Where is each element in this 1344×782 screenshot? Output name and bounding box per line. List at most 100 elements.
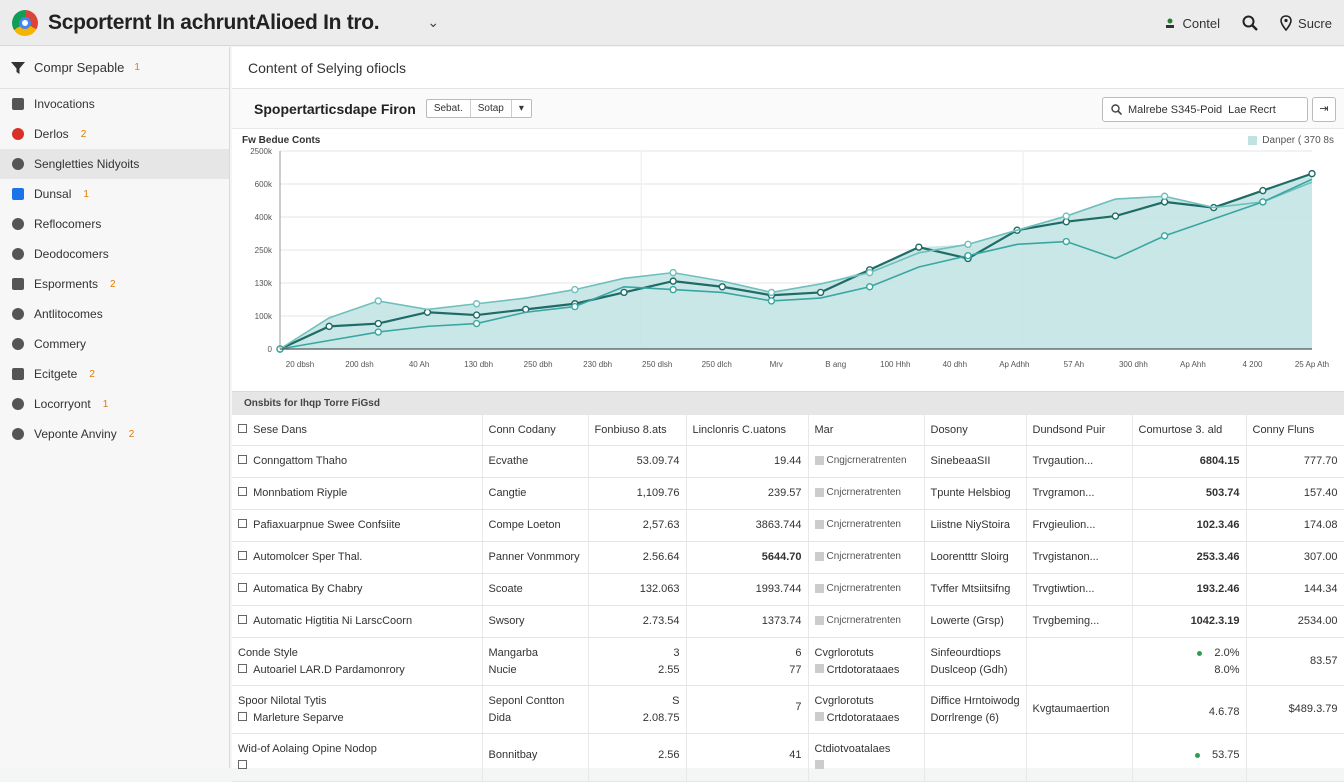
table-row[interactable]: Conngattom Thaho Ecvathe 53.09.74 19.44 Cngj… (232, 445, 1344, 478)
row-checkbox[interactable] (238, 519, 247, 528)
row-checkbox[interactable] (238, 583, 247, 592)
row-checkbox[interactable] (238, 615, 247, 624)
row-checkbox[interactable] (238, 455, 247, 464)
sidebar-item[interactable]: Derlos 2 (0, 119, 229, 149)
cell-v1: 53.09.74 (588, 445, 687, 478)
sidebar-header[interactable]: Compr Sepable 1 (0, 47, 229, 89)
sidebar-item[interactable]: Dunsal 1 (0, 179, 229, 209)
cell-text: Crtdotorataaes (826, 663, 900, 676)
row-checkbox[interactable] (238, 487, 247, 496)
cell-text: Spoor Nilotal Tytis (238, 694, 327, 707)
table-row[interactable]: Automatic Higtitia Ni LarscCoorn Swsory 2.… (232, 605, 1344, 638)
segment-select[interactable]: Sebat. (427, 100, 471, 117)
cell-line: Cvgrlorotuts (815, 647, 918, 659)
sidebar-item[interactable]: Antlitocomes (0, 299, 229, 329)
chevron-down-icon[interactable]: ⌄ (427, 14, 440, 30)
line-chart: Fw Bedue Conts Danper ( 370 8s 2500k 600k… (232, 129, 1344, 391)
select-all-checkbox[interactable] (238, 423, 247, 433)
chip[interactable]: Cnjcrneratrenten (814, 519, 901, 530)
sidebar-item[interactable]: Locorryont 1 (0, 389, 229, 419)
sidebar-item[interactable]: Veponte Anviny 2 (0, 419, 229, 449)
chip[interactable]: Cnjcrneratrenten (814, 551, 901, 562)
col-header-status[interactable]: Dundsond Puir (1026, 415, 1133, 446)
col-header-mar[interactable]: Mar (808, 415, 925, 446)
row-checkbox[interactable] (238, 663, 247, 673)
cell-line: Seponl Contton (489, 695, 582, 707)
chip[interactable]: Cnjcrneratrenten (814, 487, 901, 498)
row-checkbox[interactable] (238, 551, 247, 560)
col-header-value2[interactable]: Linclonris C.uatons (686, 415, 809, 446)
chip[interactable]: Cnjcrneratrenten (814, 615, 901, 626)
table-row[interactable]: Wid-of Aolaing Opine Nodop Bonnitbay 2.56… (232, 733, 1344, 782)
cell-stacked: Wid-of Aolaing Opine Nodop (232, 733, 483, 782)
cell-v3: 193.2.46 (1132, 573, 1247, 606)
cell-stack: 3 2.55 (595, 647, 679, 676)
col-header-value1[interactable]: Fonbiuso 8.ats (588, 415, 687, 446)
cell-line: Marleture Separve (238, 711, 476, 724)
cell-desc: Tpunte Helsbiog (924, 477, 1027, 510)
sidebar-item-label: Commery (34, 337, 87, 351)
cell-stack: Spoor Nilotal Tytis Marleture Separve (238, 695, 476, 724)
col-header-value4[interactable]: Conny Fluns (1246, 415, 1344, 446)
cell-text: Sinfeourdtiops (930, 646, 1001, 659)
cell-v3: 6804.15 (1132, 445, 1247, 478)
table-row[interactable]: Conde Style Autoariel LAR.D Pardamonrory… (232, 637, 1344, 686)
cell-name: Automolcer Sper Thal. (232, 541, 483, 574)
cell-line: Cvgrlorotuts (815, 695, 918, 707)
x-tick-label: Mrv (770, 360, 783, 369)
col-label: Sese Dans (253, 423, 307, 436)
cell-line: Nucie (489, 664, 582, 676)
y-tick-label: 250k (255, 246, 273, 255)
cell-line: 3 (595, 647, 679, 659)
chip[interactable]: Cnjcrneratrenten (814, 583, 901, 594)
sidebar-item-label: Invocations (34, 97, 95, 111)
chip-swatch (814, 551, 824, 561)
cell-name: Monnbatiom Riyple (232, 477, 483, 510)
cell-status: Trvgaution... (1026, 445, 1133, 478)
sidebar-item[interactable]: Esporments 2 (0, 269, 229, 299)
cell-line: Wid-of Aolaing Opine Nodop (238, 743, 476, 755)
col-header-category[interactable]: Conn Codany (482, 415, 589, 446)
sidebar-header-label: Compr Sepable (34, 60, 125, 75)
table-row[interactable]: Pafiaxuarpnue Swee Confsiite Compe Loeton… (232, 509, 1344, 542)
cell-text: 6 (795, 646, 802, 659)
cell-stacked: Bonnitbay (482, 733, 589, 782)
data-point (1062, 212, 1070, 220)
sidebar-item[interactable]: Deodocomers (0, 239, 229, 269)
people-icon (12, 368, 24, 380)
col-header-value3[interactable]: Comurtose 3. ald (1132, 415, 1247, 446)
sidebar-item[interactable]: Ecitgete 2 (0, 359, 229, 389)
cell-stacked (1026, 637, 1133, 686)
table-row[interactable]: Automatica By Chabry Scoate 132.063 1993.74… (232, 573, 1344, 606)
x-tick-label: 57 Ah (1064, 360, 1084, 369)
x-tick-label: 40 dhh (943, 360, 967, 369)
x-tick-label: 250 dlsh (642, 360, 672, 369)
data-point (669, 285, 677, 294)
segment-dropdown[interactable]: ▾ (518, 103, 524, 114)
contacts-button[interactable]: Contel (1164, 16, 1220, 31)
segment-setup[interactable]: Sotap (471, 100, 512, 117)
cell-stacked: $489.3.79 (1246, 685, 1344, 734)
row-checkbox[interactable] (238, 711, 247, 721)
sidebar-item[interactable]: Invocations (0, 89, 229, 119)
x-tick-label: 100 Hhh (880, 360, 910, 369)
export-button[interactable]: ⇥ (1312, 97, 1336, 122)
source-button[interactable]: Sucre (1280, 15, 1332, 31)
row-checkbox[interactable] (238, 759, 247, 769)
breadcrumb: Content of Selying ofiocls (232, 47, 1344, 89)
table-row[interactable]: Automolcer Sper Thal. Panner Vonmmory 2.56… (232, 541, 1344, 574)
col-header-desc[interactable]: Dosony (924, 415, 1027, 446)
sidebar-item[interactable]: Reflocomers (0, 209, 229, 239)
cell-category: Ecvathe (482, 445, 589, 478)
sidebar-item[interactable]: Commery (0, 329, 229, 359)
chip[interactable]: Cngjcrneratrenten (814, 455, 907, 466)
sidebar-item[interactable]: Sengletties Nidyoits (0, 149, 229, 179)
cell-v2: 3863.744 (686, 509, 809, 542)
data-point (571, 302, 579, 311)
col-header-name[interactable]: Sese Dans (232, 415, 483, 446)
search-button[interactable] (1242, 15, 1258, 31)
table-row[interactable]: Spoor Nilotal Tytis Marleture Separve Sep… (232, 685, 1344, 734)
search-field[interactable]: Malrebe S345-Poid Lae Recrt (1102, 97, 1308, 122)
cell-stacked (1026, 733, 1133, 782)
table-row[interactable]: Monnbatiom Riyple Cangtie 1,109.76 239.57 Cn… (232, 477, 1344, 510)
